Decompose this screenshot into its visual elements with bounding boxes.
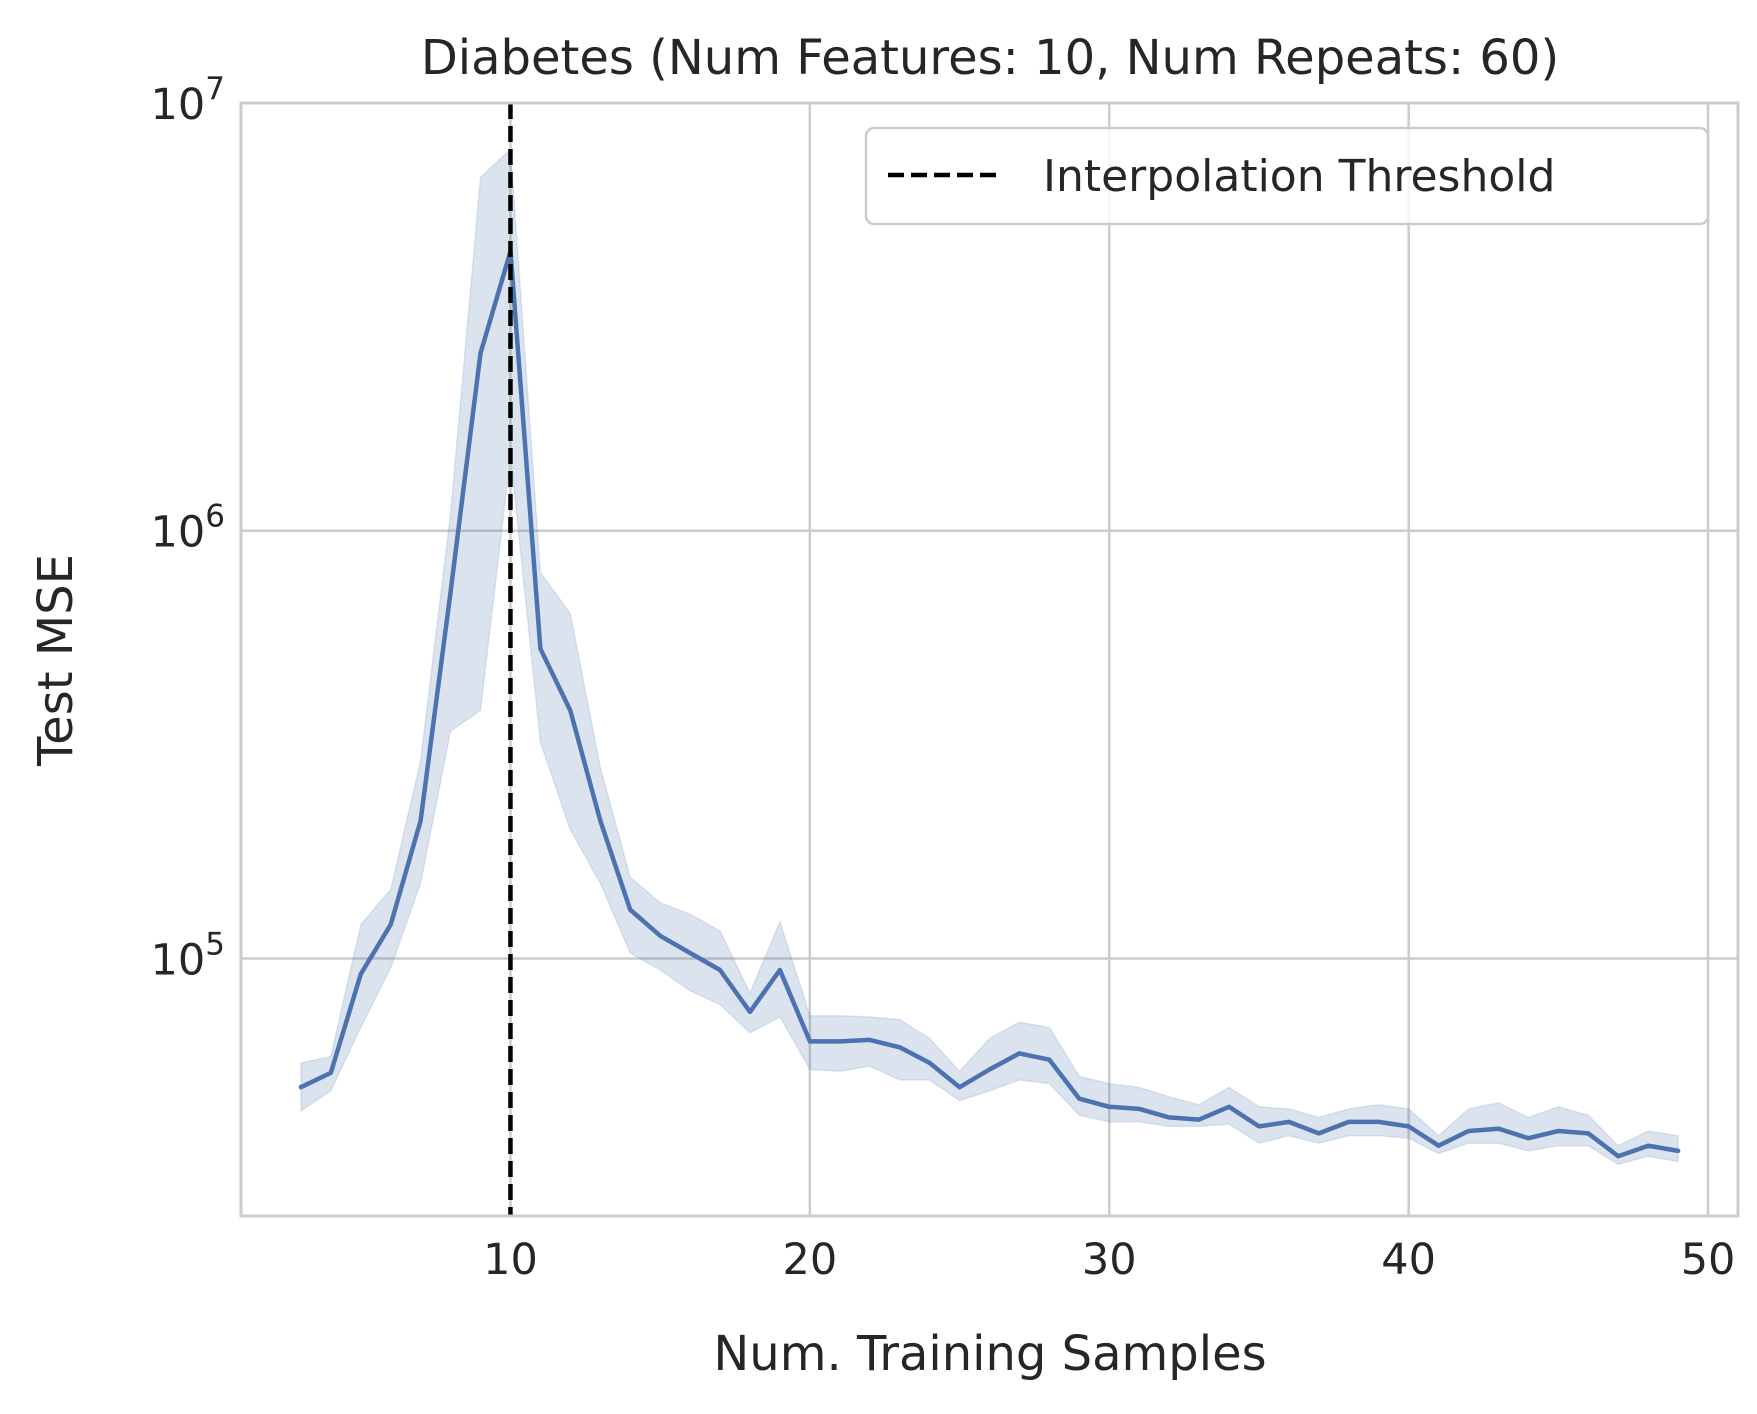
legend: Interpolation Threshold — [866, 128, 1708, 224]
x-tick-label: 50 — [1681, 1235, 1736, 1285]
x-axis-title: Num. Training Samples — [713, 1326, 1266, 1382]
chart-title: Diabetes (Num Features: 10, Num Repeats:… — [421, 30, 1559, 86]
x-tick-label: 20 — [783, 1235, 838, 1285]
y-axis-title: Test MSE — [28, 554, 84, 767]
x-tick-label: 40 — [1381, 1235, 1436, 1285]
x-tick-label: 30 — [1082, 1235, 1137, 1285]
x-tick-label: 10 — [483, 1235, 538, 1285]
legend-threshold-label: Interpolation Threshold — [1043, 151, 1555, 202]
